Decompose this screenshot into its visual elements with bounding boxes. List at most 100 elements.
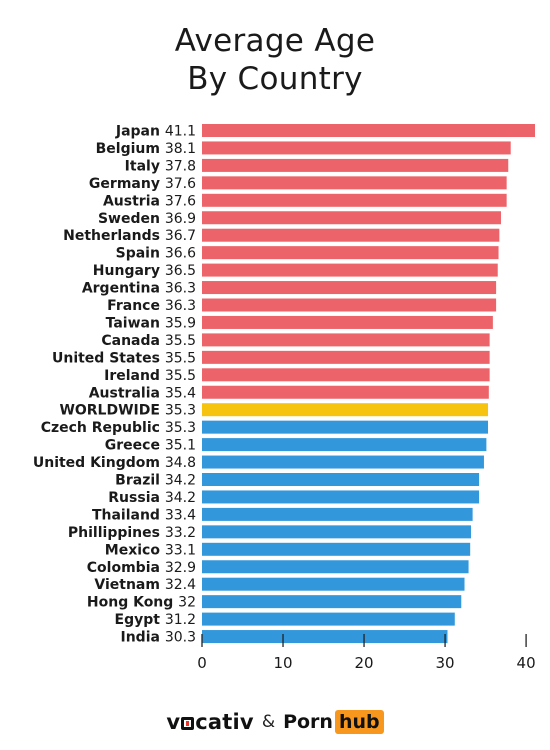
bar-label-10: France 36.3 [107,298,196,314]
bar-label-8: Hungary 36.5 [93,263,196,279]
category-label-20: Brazil [115,473,165,489]
bar-16 [202,403,489,417]
value-label-3: 37.6 [165,176,196,192]
value-label-13: 35.5 [165,350,196,366]
value-label-22: 33.4 [165,507,196,523]
bar-label-29: India 30.3 [121,630,197,646]
bar-label-21: Russia 34.2 [108,490,196,506]
bar-label-11: Taiwan 35.9 [106,315,196,331]
bar-21 [202,490,480,504]
value-label-6: 36.7 [165,228,196,244]
bar-13 [202,350,490,364]
bar-20 [202,473,480,486]
category-label-11: Taiwan [106,315,165,331]
value-label-5: 36.9 [165,211,196,227]
bar-label-23: Phillippines 33.2 [68,525,196,541]
bar-label-3: Germany 37.6 [89,176,196,192]
bar-24 [202,542,471,556]
category-label-28: Egypt [115,612,165,628]
category-label-14: Ireland [104,368,165,384]
category-label-29: India [121,630,165,646]
category-label-17: Czech Republic [41,420,165,436]
value-label-28: 31.2 [165,612,196,628]
value-label-19: 34.8 [165,455,196,471]
value-label-23: 33.2 [165,525,196,541]
value-label-9: 36.3 [165,281,196,297]
bar-10 [202,298,497,312]
bar-label-14: Ireland 35.5 [104,368,196,384]
value-label-26: 32.4 [165,577,196,593]
bar-18 [202,438,487,452]
category-label-23: Phillippines [68,525,165,541]
bar-label-26: Vietnam 32.4 [94,577,196,593]
category-label-26: Vietnam [94,577,164,593]
pornhub-logo: Porn hub [283,710,384,734]
value-label-8: 36.5 [165,263,196,279]
bar-label-27: Hong Kong 32 [87,595,196,611]
value-label-17: 35.3 [165,420,196,436]
x-tick-label-4: 40 [517,654,536,672]
bar-label-16: WORLDWIDE 35.3 [59,403,196,419]
category-label-27: Hong Kong [87,595,178,611]
x-tick-label-2: 20 [354,654,373,672]
bar-label-2: Italy 37.8 [125,158,196,174]
bar-26 [202,577,465,591]
bar-label-1: Belgium 38.1 [96,141,196,157]
bar-label-20: Brazil 34.2 [115,473,196,489]
bar-label-6: Netherlands 36.7 [63,228,196,244]
bar-label-25: Colombia 32.9 [87,560,196,576]
category-label-13: United States [52,350,165,366]
bar-label-0: Japan 41.1 [115,124,196,140]
bar-19 [202,455,484,469]
bar-27 [202,595,462,609]
bar-28 [202,612,455,626]
bar-11 [202,315,493,329]
chart-title-line-2: By Country [187,61,363,97]
category-label-24: Mexico [105,542,165,558]
category-label-25: Colombia [87,560,165,576]
bar-label-4: Austria 37.6 [103,193,196,209]
value-label-14: 35.5 [165,368,196,384]
vocativ-logo-mark [181,717,195,730]
bar-2 [202,158,509,172]
bar-5 [202,211,501,225]
value-label-18: 35.1 [165,438,196,454]
value-label-4: 37.6 [165,193,196,209]
bar-label-22: Thailand 33.4 [92,507,196,523]
bar-6 [202,228,500,242]
category-label-21: Russia [108,490,165,506]
category-label-8: Hungary [93,263,165,279]
bar-9 [202,281,497,295]
bar-label-19: United Kingdom 34.8 [33,455,196,471]
value-label-16: 35.3 [165,403,196,419]
value-label-15: 35.4 [165,385,196,401]
bar-label-13: United States 35.5 [52,350,196,366]
bar-7 [202,246,499,260]
bar-label-9: Argentina 36.3 [82,281,196,297]
bar-25 [202,560,469,574]
bar-4 [202,193,507,207]
bar-label-28: Egypt 31.2 [115,612,196,628]
category-label-4: Austria [103,193,165,209]
value-label-1: 38.1 [165,141,196,157]
category-label-10: France [107,298,165,314]
chart-title-line-1: Average Age [174,23,376,59]
value-label-20: 34.2 [165,473,196,489]
bar-17 [202,420,489,434]
category-label-16: WORLDWIDE [59,403,164,419]
x-tick-label-1: 10 [273,654,292,672]
category-label-18: Greece [105,438,165,454]
category-label-22: Thailand [92,507,165,523]
chart-title: Average Age By Country [0,22,550,98]
category-label-7: Spain [116,246,165,262]
bar-3 [202,176,507,190]
bar-label-7: Spain 36.6 [116,246,196,262]
vocativ-logo: v cativ [166,710,254,734]
category-label-19: United Kingdom [33,455,165,471]
bar-29 [202,630,448,644]
value-label-21: 34.2 [165,490,196,506]
bar-label-5: Sweden 36.9 [98,211,196,227]
category-label-2: Italy [125,158,165,174]
pornhub-logo-box: hub [334,710,384,734]
bar-23 [202,525,471,539]
